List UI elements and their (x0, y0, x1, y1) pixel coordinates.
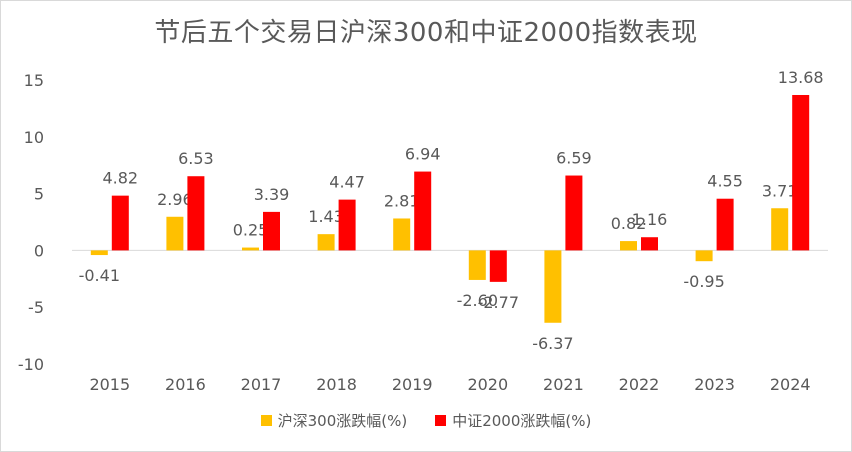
bar-hs300 (544, 250, 562, 323)
bar-csi2000 (111, 195, 129, 251)
legend-label-hs300: 沪深300涨跌幅(%) (277, 412, 408, 430)
bar-csi2000 (263, 211, 280, 251)
legend-swatch-hs300 (260, 415, 272, 426)
bar-hs300 (317, 234, 335, 251)
data-label-csi2000: 6.53 (178, 149, 214, 168)
x-tick-label: 2022 (619, 375, 660, 394)
data-label-csi2000: 4.47 (329, 173, 365, 192)
y-tick-label: 0 (34, 241, 44, 260)
x-tick-label: 2023 (694, 375, 735, 394)
x-tick-label: 2024 (770, 375, 811, 394)
bar-hs300 (695, 250, 713, 262)
legend-item-csi2000: 中证2000涨跌幅(%) (435, 410, 591, 431)
data-label-hs300: 0.82 (611, 214, 647, 233)
data-label-hs300: -2.60 (457, 291, 498, 310)
data-label-csi2000: -2.77 (478, 293, 519, 312)
bar-hs300 (393, 218, 411, 251)
bar-csi2000 (641, 237, 658, 251)
x-tick-label: 2019 (392, 375, 433, 394)
y-tick-label: -5 (28, 298, 44, 317)
data-label-hs300: 2.81 (384, 191, 420, 210)
chart-legend: 沪深300涨跌幅(%) 中证2000涨跌幅(%) (0, 410, 852, 431)
x-tick-label: 2018 (316, 375, 357, 394)
bar-csi2000 (792, 94, 810, 251)
x-tick-label: 2017 (241, 375, 282, 394)
bar-hs300 (620, 241, 637, 251)
data-label-hs300: 2.96 (157, 190, 193, 209)
bar-csi2000 (716, 198, 734, 251)
x-tick-label: 2021 (543, 375, 584, 394)
legend-label-csi2000: 中证2000涨跌幅(%) (452, 412, 592, 430)
bar-hs300 (242, 247, 259, 251)
y-tick-label: -10 (18, 355, 44, 374)
data-label-hs300: -0.41 (79, 266, 120, 285)
bar-hs300 (166, 216, 184, 251)
data-label-csi2000: 4.55 (707, 172, 743, 191)
y-tick-label: 10 (24, 128, 44, 147)
data-label-csi2000: 3.39 (254, 185, 290, 204)
bar-hs300 (771, 208, 789, 251)
legend-swatch-csi2000 (435, 415, 447, 426)
data-label-hs300: -0.95 (683, 272, 724, 291)
data-label-csi2000: 6.94 (405, 145, 441, 164)
x-tick-label: 2015 (89, 375, 130, 394)
data-label-csi2000: 4.82 (102, 169, 138, 188)
bar-csi2000 (338, 199, 356, 251)
data-label-csi2000: 13.68 (778, 68, 824, 87)
bar-csi2000 (187, 176, 205, 251)
data-label-hs300: 0.25 (233, 221, 269, 240)
bar-csi2000 (565, 175, 583, 251)
x-tick-label: 2020 (467, 375, 508, 394)
bar-csi2000 (414, 171, 432, 251)
bar-hs300 (90, 250, 108, 256)
data-label-csi2000: 1.16 (632, 210, 668, 229)
data-label-csi2000: 6.59 (556, 149, 592, 168)
data-label-hs300: 1.43 (308, 207, 344, 226)
bar-csi2000 (489, 250, 507, 282)
legend-item-hs300: 沪深300涨跌幅(%) (260, 410, 408, 431)
y-tick-label: 15 (24, 71, 44, 90)
data-label-hs300: -6.37 (532, 334, 573, 353)
bar-hs300 (468, 250, 486, 280)
chart-title: 节后五个交易日沪深300和中证2000指数表现 (154, 18, 698, 48)
y-tick-label: 5 (34, 185, 44, 204)
x-tick-label: 2016 (165, 375, 206, 394)
data-label-hs300: 3.71 (762, 181, 798, 200)
